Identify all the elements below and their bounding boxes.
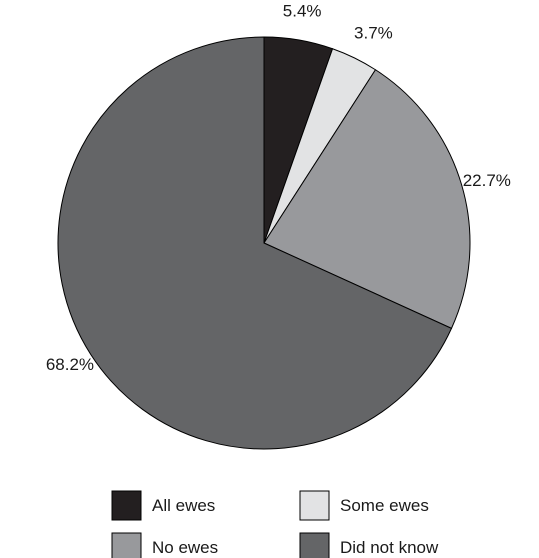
legend-label-all-ewes: All ewes	[152, 496, 215, 515]
legend-swatch-all-ewes	[111, 490, 142, 521]
legend: All ewes Some ewes No ewes Did not know	[111, 490, 439, 558]
slice-label-some-ewes: 3.7%	[354, 24, 393, 43]
slices-layer	[57, 36, 471, 450]
legend-item-did-not-know: Did not know	[299, 532, 439, 558]
pie-slice-did-not-know	[57, 36, 453, 450]
legend-item-some-ewes: Some ewes	[299, 490, 429, 521]
legend-swatch-no-ewes	[111, 532, 142, 558]
legend-label-some-ewes: Some ewes	[340, 496, 429, 515]
slice-label-all-ewes: 5.4%	[283, 2, 322, 21]
legend-item-no-ewes: No ewes	[111, 532, 218, 558]
legend-label-did-not-know: Did not know	[340, 538, 439, 557]
pie-slice-no-ewes	[263, 69, 471, 330]
legend-label-no-ewes: No ewes	[152, 538, 218, 557]
legend-item-all-ewes: All ewes	[111, 490, 215, 521]
slice-label-no-ewes: 22.7%	[463, 171, 511, 190]
legend-swatch-some-ewes	[299, 490, 330, 521]
legend-swatch-did-not-know	[299, 532, 330, 558]
slice-labels-layer: 5.4% 3.7% 22.7% 68.2%	[46, 2, 511, 374]
slice-label-did-not-know: 68.2%	[46, 355, 94, 374]
